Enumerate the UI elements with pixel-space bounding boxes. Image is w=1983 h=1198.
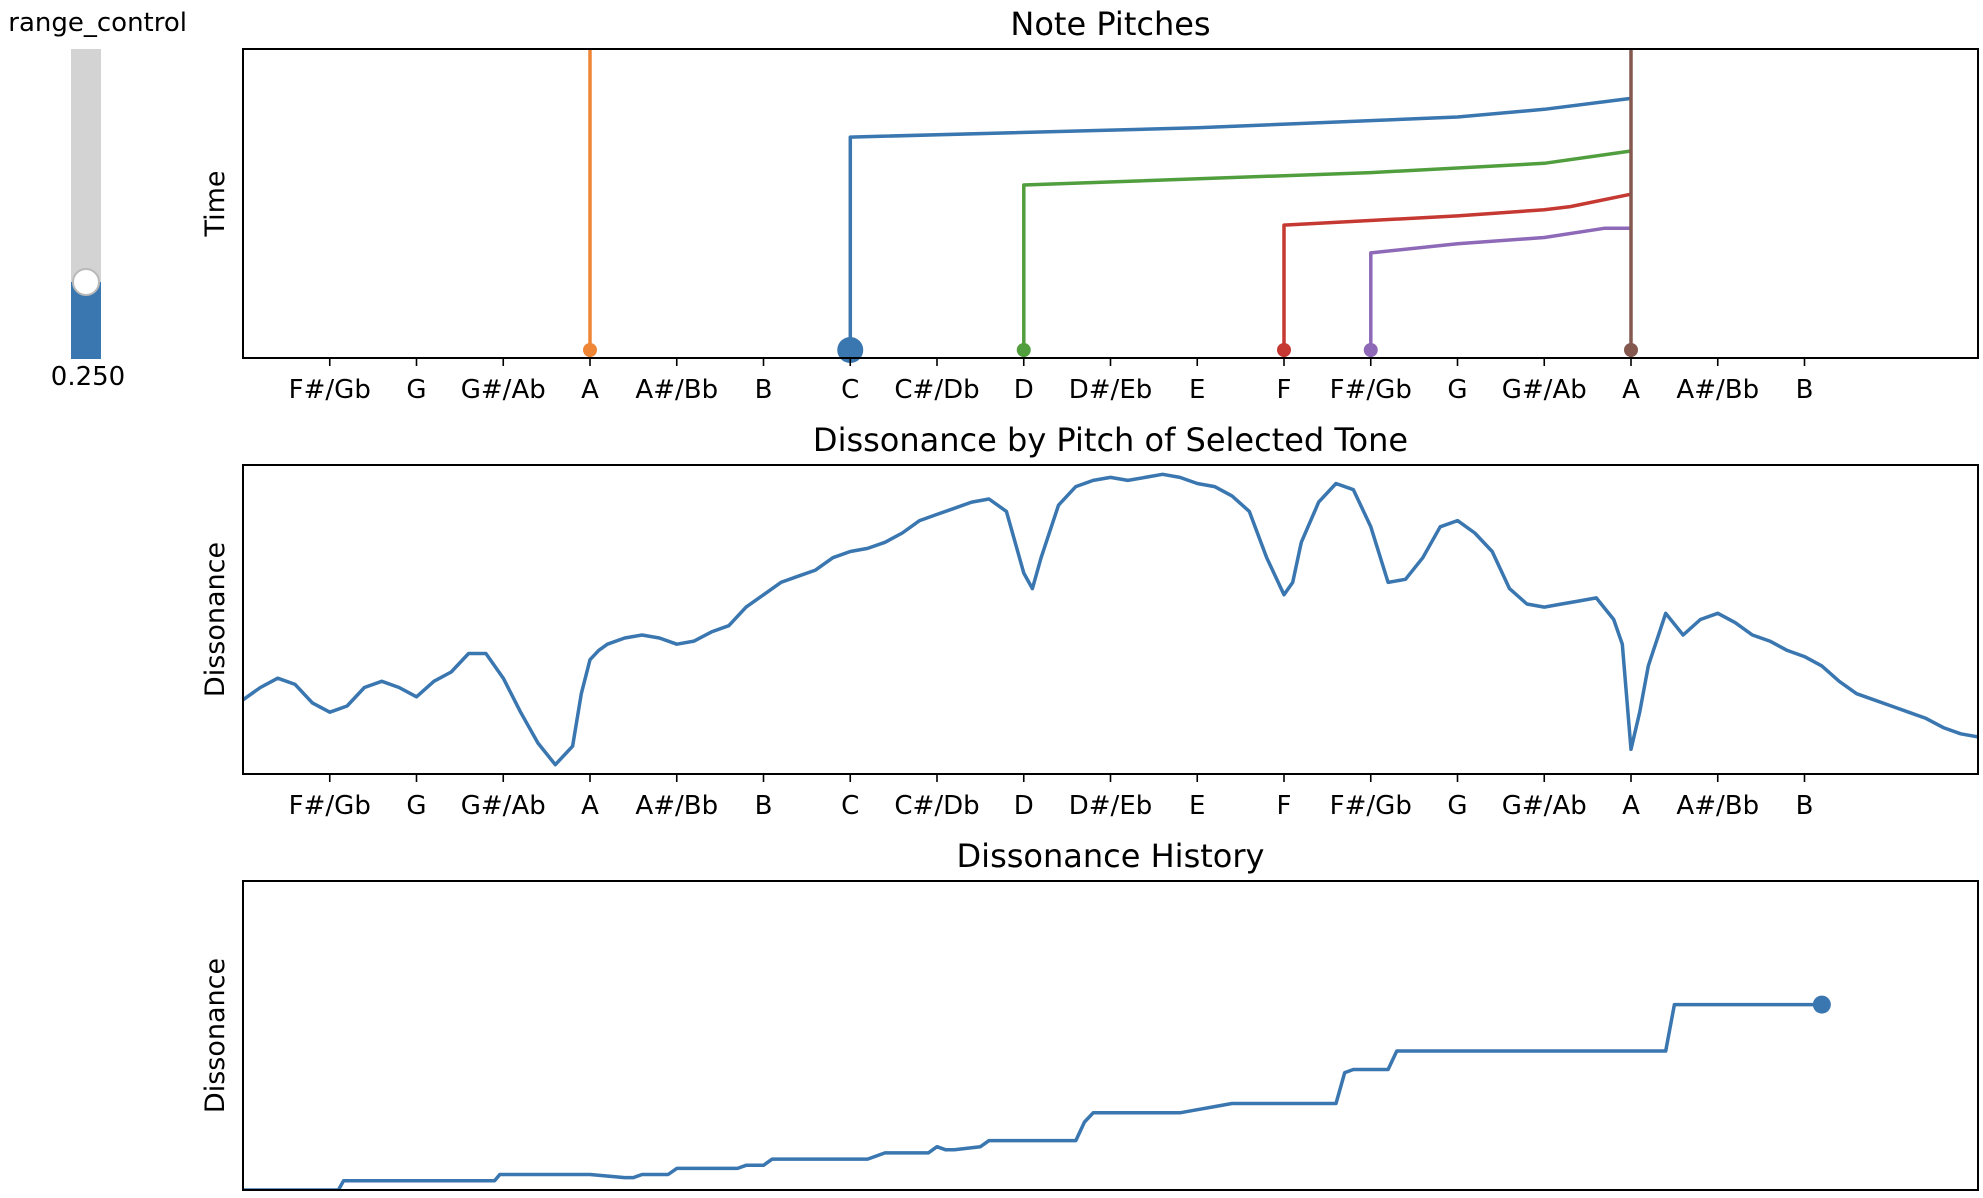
slider-label: range_control	[8, 8, 187, 38]
data-layer	[243, 1002, 1822, 1190]
x-tick-label: A	[581, 791, 599, 821]
x-tick-label: F	[1277, 375, 1292, 405]
y-axis-label: Dissonance	[200, 958, 231, 1113]
note-marker-3	[1016, 343, 1031, 357]
series-line-1	[243, 1002, 1822, 1190]
series-line-1	[243, 472, 1978, 767]
x-tick-label: A#/Bb	[635, 791, 718, 821]
slider-value: 0.250	[50, 362, 126, 392]
y-axis-label: Time	[200, 170, 231, 237]
x-tick-label: G	[406, 375, 426, 405]
x-tick-label: D#/Eb	[1069, 375, 1153, 405]
x-tick-label: F#/Gb	[1330, 375, 1412, 405]
current-value-marker	[1812, 995, 1831, 1014]
x-tick-label: D#/Eb	[1069, 791, 1153, 821]
y-axis-label: Dissonance	[200, 542, 231, 697]
x-tick-label: A	[1622, 375, 1640, 405]
chart-title: Note Pitches	[1010, 5, 1210, 43]
x-tick-label: G#/Ab	[461, 791, 546, 821]
x-tick-label: A	[1622, 791, 1640, 821]
x-tick-label: B	[1796, 375, 1814, 405]
chart-title: Dissonance by Pitch of Selected Tone	[813, 421, 1408, 459]
x-tick-label: G	[1447, 375, 1467, 405]
note-marker-1	[583, 343, 597, 357]
data-layer	[243, 472, 1978, 767]
series-line-3	[1022, 149, 1632, 358]
range-control-slider[interactable]: range_control 0.250	[0, 0, 190, 400]
note-marker-6	[1624, 343, 1638, 357]
x-tick-label: G#/Ab	[461, 375, 546, 405]
series-line-5	[1369, 226, 1631, 358]
slider-handle[interactable]	[72, 267, 100, 296]
note-marker-4	[1277, 343, 1291, 357]
x-tick-label: D	[1014, 375, 1034, 405]
x-tick-label: D	[1014, 791, 1034, 821]
x-tick-label: G	[406, 791, 426, 821]
chart-panel-1: Note Pitches Time F#/Gb G G#/Ab A A#/Bb B C C#/Db…	[200, 5, 1979, 405]
x-tick-label: F#/Gb	[1330, 791, 1412, 821]
data-layer	[588, 49, 1633, 358]
x-tick-label: B	[755, 791, 773, 821]
note-marker-2	[837, 337, 864, 363]
series-line-4	[1282, 192, 1632, 358]
x-tick-label: A#/Bb	[1676, 375, 1759, 405]
x-tick-label: G	[1447, 791, 1467, 821]
x-tick-label: E	[1189, 375, 1205, 405]
x-tick-label: C#/Db	[894, 791, 979, 821]
axes-frame	[242, 464, 1979, 775]
series-line-2	[848, 96, 1632, 358]
x-tick-label: A#/Bb	[1676, 791, 1759, 821]
x-tick-label: G#/Ab	[1502, 375, 1587, 405]
chart-panel-3: Dissonance History Dissonance	[200, 837, 1979, 1191]
x-tick-label: F#/Gb	[289, 375, 371, 405]
x-tick-label: C	[841, 791, 859, 821]
x-tick-label: B	[755, 375, 773, 405]
x-tick-label: F#/Gb	[289, 791, 371, 821]
x-tick-label: F	[1277, 791, 1292, 821]
x-tick-label: C#/Db	[894, 375, 979, 405]
x-tick-label: C	[841, 375, 859, 405]
x-tick-label: A#/Bb	[635, 375, 718, 405]
chart-panel-2: Dissonance by Pitch of Selected Tone Diss…	[200, 421, 1979, 821]
x-tick-label: G#/Ab	[1502, 791, 1587, 821]
axes-frame	[242, 48, 1979, 359]
chart-title: Dissonance History	[957, 837, 1265, 875]
axes-frame	[242, 880, 1979, 1191]
x-tick-label: E	[1189, 791, 1205, 821]
x-tick-label: A	[581, 375, 599, 405]
x-tick-label: B	[1796, 791, 1814, 821]
note-marker-5	[1363, 343, 1378, 357]
